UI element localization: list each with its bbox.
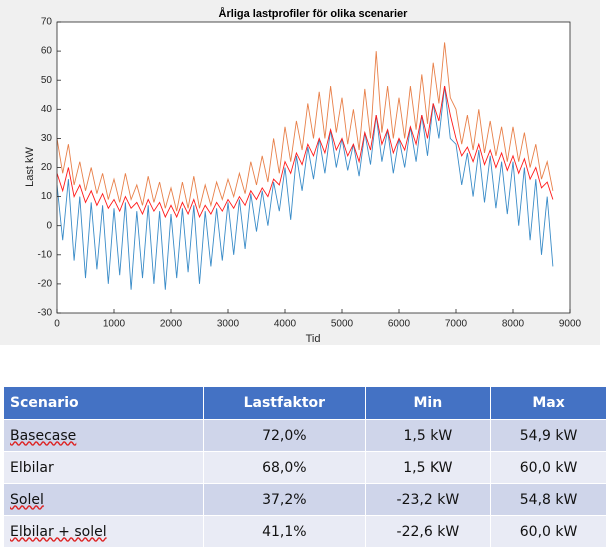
table-cell: 1,5 KW: [364, 451, 492, 484]
x-tick-label: 6000: [388, 319, 411, 330]
scenario-cell: Basecase: [2, 419, 205, 452]
scenario-cell: Elbilar: [2, 451, 205, 484]
table-body: Basecase 72,0% 1,5 kW 54,9 kW Elbilar 68,0% 1,…: [2, 419, 607, 548]
cell-text: 72,0%: [262, 427, 307, 444]
table-cell: 60,0 kW: [490, 515, 607, 548]
table-cell: 72,0%: [203, 419, 366, 452]
scenario-cell: Solel: [2, 483, 205, 516]
cell-text: -22,6 kW: [396, 523, 460, 540]
y-tick-label: -20: [38, 279, 53, 290]
y-tick-label: -10: [38, 249, 53, 260]
table-row: Elbilar + solel 41,1% -22,6 kW 60,0 kW: [2, 515, 607, 548]
x-tick-label: 9000: [559, 319, 582, 330]
results-table: Scenario Lastfaktor Min Max Basecase 72,0% 1,…: [2, 386, 607, 548]
series-line: [57, 85, 554, 219]
cell-text: 1,5 KW: [403, 459, 453, 476]
x-axis-label: Tid: [306, 333, 321, 345]
x-tick-label: 8000: [502, 319, 525, 330]
table-cell: 1,5 kW: [364, 419, 492, 452]
table-row: Basecase 72,0% 1,5 kW 54,9 kW: [2, 419, 607, 452]
table-cell: 60,0 kW: [490, 451, 607, 484]
cell-text: 1,5 kW: [403, 427, 453, 444]
table-row: Elbilar 68,0% 1,5 KW 60,0 kW: [2, 451, 607, 484]
table-cell: -22,6 kW: [364, 515, 492, 548]
x-tick-label: 4000: [274, 319, 297, 330]
table-cell: 37,2%: [203, 483, 366, 516]
plot-area: [57, 22, 570, 313]
series-line: [57, 85, 554, 290]
header-row: Scenario Lastfaktor Min Max: [2, 386, 607, 420]
cell-text: 68,0%: [262, 459, 307, 476]
header-cell: Scenario: [2, 386, 205, 420]
y-tick-label: 60: [41, 46, 53, 57]
cell-text: Solel: [10, 491, 44, 508]
cell-text: 41,1%: [262, 523, 307, 540]
x-tick-label: 1000: [103, 319, 126, 330]
cell-text: 37,2%: [262, 491, 307, 508]
scenario-cell: Elbilar + solel: [2, 515, 205, 548]
y-tick-label: -30: [38, 308, 53, 319]
cell-text: Basecase: [10, 427, 77, 444]
cell-text: Elbilar + solel: [10, 523, 107, 540]
x-tick-label: 2000: [160, 319, 183, 330]
y-tick-label: 30: [41, 133, 53, 144]
y-tick-label: 0: [46, 220, 52, 231]
header-cell: Max: [490, 386, 607, 420]
x-tick-label: 0: [54, 319, 60, 330]
chart: Årliga lastprofiler för olika scenarier …: [0, 0, 600, 345]
y-tick-label: 70: [41, 17, 53, 28]
header-cell: Lastfaktor: [203, 386, 366, 420]
table-cell: 54,9 kW: [490, 419, 607, 452]
x-tick-label: 5000: [331, 319, 354, 330]
header-cell: Min: [364, 386, 492, 420]
y-tick-label: 10: [41, 191, 53, 202]
cell-text: 54,8 kW: [519, 491, 578, 508]
table-cell: 41,1%: [203, 515, 366, 548]
y-tick-label: 20: [41, 162, 53, 173]
table-cell: 54,8 kW: [490, 483, 607, 516]
y-tick-label: 50: [41, 75, 53, 86]
chart-title: Årliga lastprofiler för olika scenarier: [219, 7, 409, 20]
cell-text: 54,9 kW: [519, 427, 578, 444]
cell-text: 60,0 kW: [519, 459, 578, 476]
cell-text: -23,2 kW: [396, 491, 460, 508]
table-row: Solel 37,2% -23,2 kW 54,8 kW: [2, 483, 607, 516]
x-tick-label: 7000: [445, 319, 468, 330]
y-tick-label: 40: [41, 104, 53, 115]
table-cell: -23,2 kW: [364, 483, 492, 516]
cell-text: 60,0 kW: [519, 523, 578, 540]
x-tick-label: 3000: [217, 319, 240, 330]
series-line: [57, 42, 554, 212]
cell-text: Elbilar: [10, 459, 54, 476]
table-cell: 68,0%: [203, 451, 366, 484]
y-axis-label: Last kW: [24, 147, 36, 187]
